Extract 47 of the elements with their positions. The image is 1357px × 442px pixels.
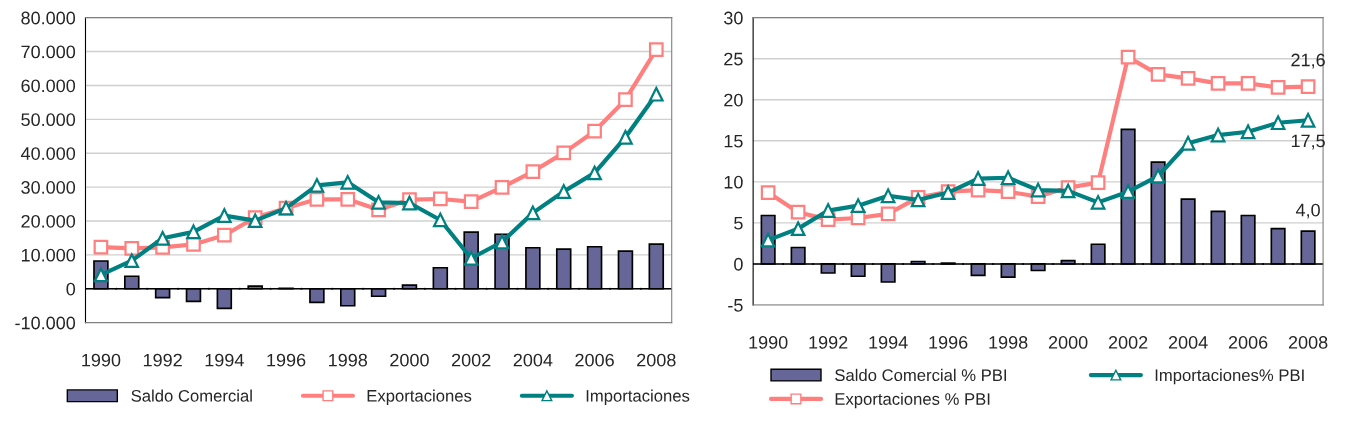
x-tick-label: 1996 [267,353,306,367]
y-tick-label: 80.000 [21,11,76,25]
y-tick-label: 10.000 [21,248,76,262]
x-tick-label: 1994 [869,336,908,349]
data-label: 21,6 [1291,53,1325,69]
y-tick-label: 0 [66,282,76,296]
y-tick-label: 5 [734,217,743,230]
y-tick-label: 20.000 [21,214,76,228]
legend-label: Saldo Comercial % PBI [835,368,1007,382]
y-tick-label: 60.000 [21,79,76,93]
x-tick-label: 2008 [637,353,676,367]
legend-label: Importaciones% PBI [1155,368,1304,385]
x-tick-label: 1998 [329,353,368,367]
y-tick-label: 0 [734,257,743,271]
x-tick-label: 2000 [390,353,429,367]
x-tick-label: 2000 [1048,336,1088,349]
y-tick-label: 70.000 [21,45,76,59]
x-tick-label: 1992 [809,336,848,349]
x-tick-label: 1990 [82,353,121,367]
data-label: 4,0 [1295,203,1320,219]
legend-label: Exportaciones % PBI [835,392,990,409]
legend-label: Importaciones [586,389,690,406]
x-tick-label: 1992 [143,353,182,367]
legend-label: Saldo Comercial [131,389,252,402]
legend-label: Exportaciones [367,389,472,406]
y-tick-label: 25 [724,52,743,66]
x-tick-label: 2006 [575,353,614,367]
y-tick-label: 20 [724,93,743,107]
x-tick-label: 1996 [929,336,968,349]
data-label: 17,5 [1291,134,1325,150]
x-tick-label: 2004 [513,353,553,367]
y-tick-label: 30 [724,11,743,25]
x-tick-label: 2002 [451,353,491,367]
x-tick-label: 1990 [749,336,788,349]
x-tick-label: 2004 [1168,336,1208,349]
y-tick-label: 40.000 [20,147,76,160]
x-tick-label: 2006 [1228,336,1268,349]
x-tick-label: 2002 [1108,336,1148,349]
x-tick-label: 2008 [1288,336,1328,349]
y-tick-label: 10 [724,175,743,189]
x-tick-label: 1994 [205,353,244,367]
y-tick-label: 30.000 [21,181,76,194]
x-tick-label: 1998 [989,336,1028,349]
y-tick-label: 15 [724,134,743,148]
y-tick-label: -5 [728,299,743,312]
y-tick-label: 50.000 [21,113,76,127]
y-tick-label: -10.000 [15,316,76,330]
